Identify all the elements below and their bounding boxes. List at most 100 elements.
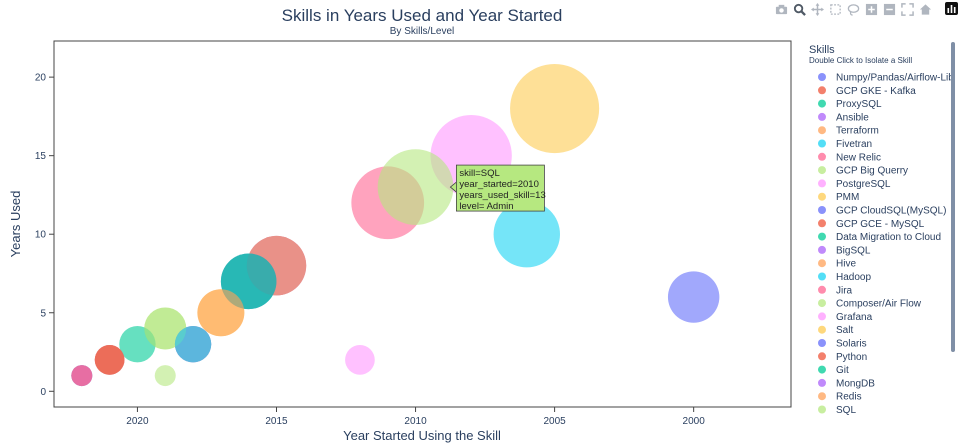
tooltip-line: level= Admin bbox=[459, 201, 513, 212]
zoom-out-icon[interactable] bbox=[882, 2, 896, 16]
bubble[interactable] bbox=[197, 289, 245, 337]
bubble[interactable] bbox=[667, 271, 720, 323]
legend-marker bbox=[818, 365, 826, 374]
legend-item[interactable]: Git bbox=[818, 365, 849, 376]
legend-marker bbox=[818, 73, 826, 81]
legend-item[interactable]: Ansible bbox=[818, 112, 869, 123]
legend-item[interactable]: GCP GKE - Kafka bbox=[818, 86, 916, 97]
legend-item[interactable]: Grafana bbox=[818, 312, 873, 323]
chart-subtitle: By Skills/Level bbox=[390, 26, 454, 37]
y-tick-label: 20 bbox=[35, 73, 47, 84]
bubble[interactable] bbox=[174, 325, 212, 363]
legend-item[interactable]: Salt bbox=[818, 325, 853, 336]
legend-item[interactable]: New Relic bbox=[818, 152, 881, 163]
y-axis-title: Years Used bbox=[8, 191, 23, 258]
legend-marker bbox=[818, 179, 826, 188]
legend-label: Python bbox=[836, 352, 867, 363]
legend-marker bbox=[818, 378, 826, 387]
y-tick-label: 0 bbox=[40, 387, 46, 398]
legend-marker bbox=[818, 285, 826, 294]
legend-label: Git bbox=[836, 365, 849, 376]
legend-marker bbox=[818, 99, 826, 108]
pan-icon[interactable] bbox=[810, 2, 824, 16]
bubble[interactable] bbox=[154, 365, 176, 387]
x-axis-title: Year Started Using the Skill bbox=[343, 428, 501, 443]
tooltip-line: years_used_skill=13 bbox=[459, 190, 545, 201]
legend-item[interactable]: Composer/Air Flow bbox=[818, 299, 922, 310]
bubble[interactable] bbox=[377, 149, 454, 225]
bubble[interactable] bbox=[94, 345, 125, 375]
zoom-in-icon[interactable] bbox=[864, 2, 878, 16]
legend-item[interactable]: Terraform bbox=[818, 126, 879, 137]
legend-label: Ansible bbox=[836, 112, 869, 123]
bubble[interactable] bbox=[71, 365, 93, 387]
legend-label: PostgreSQL bbox=[836, 179, 891, 190]
x-tick-label: 2005 bbox=[543, 416, 566, 427]
legend-items: Numpy/Pandas/Airflow-Lib GCP GKE - Kafka P… bbox=[818, 73, 954, 416]
legend-item[interactable]: BigSQL bbox=[818, 245, 871, 256]
legend-item[interactable]: Solaris bbox=[818, 339, 867, 350]
legend-marker bbox=[818, 299, 826, 308]
tooltip-line: year_started=2010 bbox=[459, 179, 539, 190]
legend-label: Hive bbox=[836, 259, 856, 270]
legend-label: PMM bbox=[836, 192, 859, 203]
legend-label: GCP Big Querry bbox=[836, 166, 908, 177]
legend-item[interactable]: Data Migration to Cloud bbox=[818, 232, 941, 243]
legend-item[interactable]: PMM bbox=[818, 192, 859, 203]
autoscale-icon[interactable] bbox=[900, 2, 914, 16]
legend-label: ProxySQL bbox=[836, 99, 882, 110]
legend-item[interactable]: SQL bbox=[818, 405, 856, 416]
legend-marker bbox=[818, 232, 826, 241]
bubble[interactable] bbox=[493, 201, 560, 268]
y-axis-ticks: 0 5 10 15 20 bbox=[35, 73, 54, 398]
legend-marker bbox=[818, 166, 826, 175]
legend-item[interactable]: Python bbox=[818, 352, 867, 363]
legend-label: MongDB bbox=[836, 378, 875, 389]
legend-marker bbox=[818, 339, 826, 347]
legend-item[interactable]: GCP GCE - MySQL bbox=[818, 219, 925, 230]
bubble[interactable] bbox=[510, 63, 600, 154]
legend-item[interactable]: Hive bbox=[818, 259, 856, 270]
legend-label: Solaris bbox=[836, 339, 867, 350]
hover-tooltip: skill=SQLyear_started=2010years_used_ski… bbox=[449, 164, 546, 212]
legend-item[interactable]: GCP CloudSQL(MySQL) bbox=[818, 206, 946, 217]
plot-area[interactable] bbox=[53, 40, 792, 408]
lasso-icon[interactable] bbox=[846, 2, 860, 16]
legend-marker bbox=[818, 86, 826, 95]
legend-marker bbox=[818, 405, 826, 414]
legend-marker bbox=[818, 206, 826, 214]
legend-item[interactable]: Numpy/Pandas/Airflow-Lib bbox=[818, 73, 954, 84]
legend-marker bbox=[818, 392, 826, 401]
y-tick-label: 5 bbox=[40, 308, 46, 319]
x-tick-label: 2010 bbox=[404, 416, 427, 427]
legend-marker bbox=[818, 245, 826, 254]
legend-item[interactable]: MongDB bbox=[818, 378, 875, 389]
y-tick-label: 10 bbox=[35, 230, 47, 241]
zoom-icon[interactable] bbox=[792, 2, 806, 16]
legend-label: Data Migration to Cloud bbox=[836, 232, 941, 243]
plotly-logo-icon[interactable] bbox=[945, 2, 958, 15]
bubble[interactable] bbox=[345, 345, 375, 375]
legend-scrollbar[interactable] bbox=[951, 42, 955, 352]
x-tick-label: 2000 bbox=[683, 416, 706, 427]
legend-label: Redis bbox=[836, 392, 862, 403]
legend-item[interactable]: ProxySQL bbox=[818, 99, 882, 110]
camera-icon[interactable] bbox=[774, 2, 788, 16]
box-select-icon[interactable] bbox=[828, 2, 842, 16]
home-icon[interactable] bbox=[918, 2, 932, 16]
legend-item[interactable]: Fivetran bbox=[818, 139, 872, 150]
legend-label: GCP GKE - Kafka bbox=[836, 86, 916, 97]
legend-item[interactable]: Redis bbox=[818, 392, 862, 403]
bubble-layer bbox=[71, 63, 720, 387]
legend-label: BigSQL bbox=[836, 245, 871, 256]
legend-marker bbox=[818, 352, 826, 361]
legend-item[interactable]: Jira bbox=[818, 285, 853, 296]
legend-item[interactable]: Hadoop bbox=[818, 272, 871, 283]
y-tick-label: 15 bbox=[35, 151, 47, 162]
legend-label: Fivetran bbox=[836, 139, 872, 150]
legend-item[interactable]: GCP Big Querry bbox=[818, 166, 908, 177]
legend-label: Salt bbox=[836, 325, 853, 336]
legend-item[interactable]: PostgreSQL bbox=[818, 179, 891, 190]
modebar bbox=[774, 2, 932, 16]
